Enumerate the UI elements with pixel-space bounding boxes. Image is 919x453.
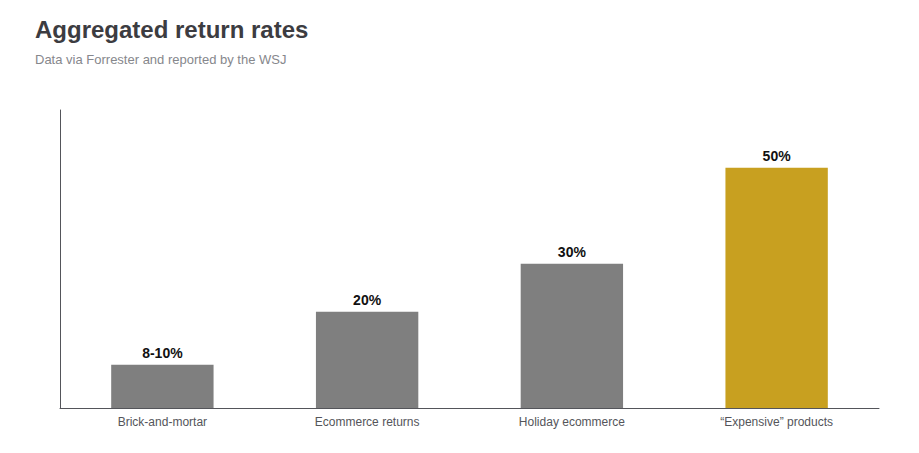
svg-text:Holiday ecommerce: Holiday ecommerce [519,415,625,429]
svg-text:“Expensive” products: “Expensive” products [720,415,833,429]
svg-text:20%: 20% [353,292,382,308]
svg-text:Data via Forrester and reporte: Data via Forrester and reported by the W… [35,52,286,67]
svg-text:8-10%: 8-10% [142,345,183,361]
svg-text:Brick-and-mortar: Brick-and-mortar [118,415,207,429]
svg-text:30%: 30% [558,244,587,260]
svg-text:Ecommerce returns: Ecommerce returns [315,415,420,429]
svg-text:50%: 50% [763,148,792,164]
svg-text:Aggregated return rates: Aggregated return rates [35,16,308,43]
